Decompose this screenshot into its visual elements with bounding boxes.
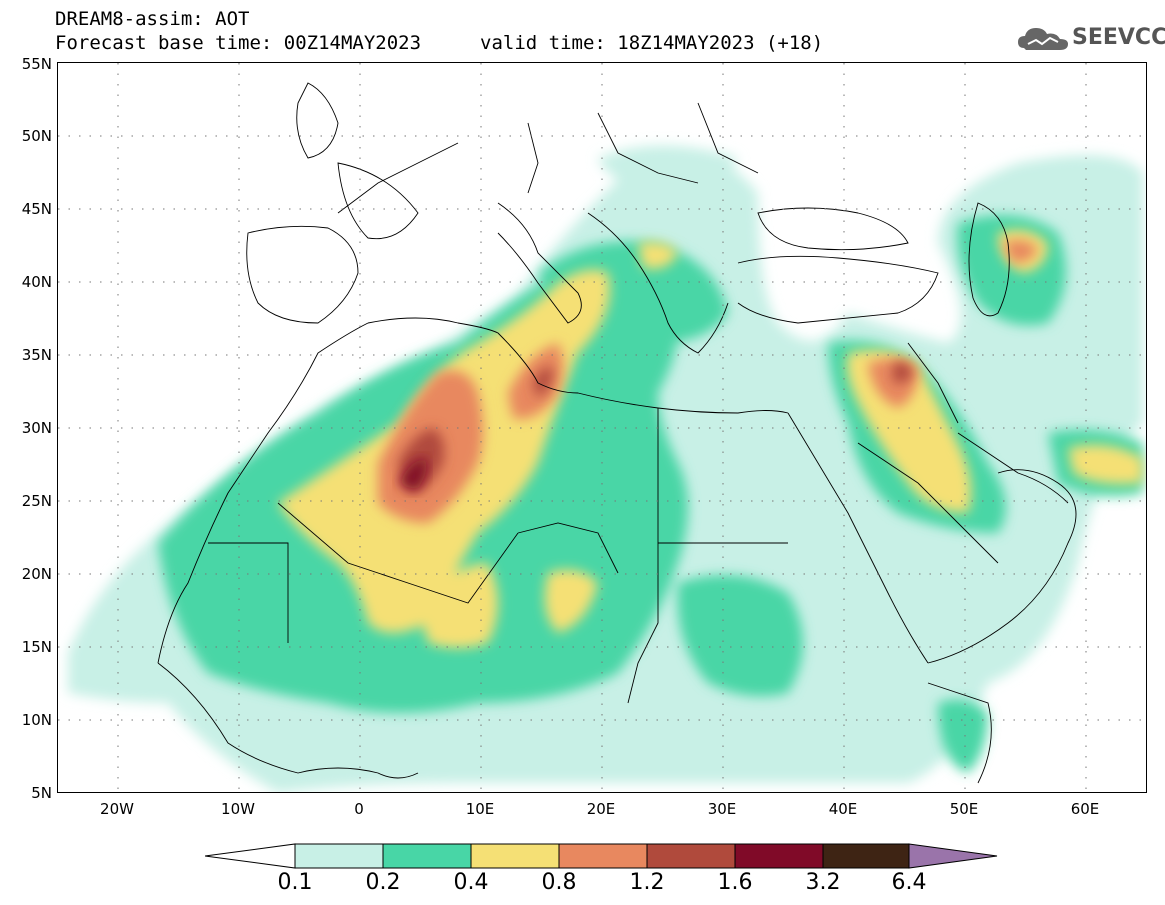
colorbar-label: 0.8 — [541, 870, 577, 895]
italy — [497, 202, 582, 324]
colorbar-label: 1.2 — [629, 870, 665, 895]
x-tick-label: 20W — [100, 800, 134, 818]
graticule — [58, 63, 1146, 792]
colorbar-high-triangle — [908, 843, 998, 869]
y-tick-label: 40N — [21, 273, 52, 291]
x-tick-label: 60E — [1070, 800, 1100, 818]
x-tick-label: 30E — [707, 800, 737, 818]
britain — [296, 82, 339, 159]
aot-level-0.4-chad — [418, 563, 498, 648]
persian-gulf — [957, 432, 1069, 504]
aot-shading-6 — [398, 458, 427, 491]
border-europe-3 — [597, 112, 699, 184]
arabian-coast — [927, 469, 1077, 664]
horn-of-africa — [927, 682, 992, 784]
france — [337, 162, 419, 240]
y-tick-label: 50N — [21, 127, 52, 145]
valid-time: valid time: 18Z14MAY2023 (+18) — [480, 32, 824, 54]
seevccc-logo: SEEVCCC — [1016, 22, 1165, 58]
aot-level-0.4-balkans — [638, 241, 678, 269]
aot-level-0.2-sahel-east — [677, 575, 803, 697]
colorbar-label: 0.1 — [277, 870, 313, 895]
border-europe-1 — [337, 142, 459, 214]
colorbar-label: 1.6 — [717, 870, 753, 895]
y-tick-label: 30N — [21, 419, 52, 437]
border-europe-2 — [527, 122, 539, 194]
logo-text: SEEVCCC — [1072, 25, 1165, 50]
aot-level-1.2-iraq — [893, 361, 913, 384]
y-tick-label: 20N — [21, 565, 52, 583]
y-tick-label: 45N — [21, 200, 52, 218]
gulf-of-guinea-coast — [157, 662, 419, 779]
border-saudi — [857, 442, 999, 564]
colorbar-low-triangle — [205, 843, 296, 869]
x-tick-label: 0 — [354, 800, 364, 818]
turkey — [737, 255, 939, 324]
aot-level-0.1-ukraine — [598, 145, 738, 193]
border-iran-iraq — [907, 342, 959, 424]
colorbar-bin — [470, 843, 560, 869]
cloud-icon — [1018, 28, 1068, 50]
caspian-sea — [968, 202, 1010, 317]
coastlines-and-borders — [157, 82, 1077, 784]
y-tick-label: 25N — [21, 492, 52, 510]
north-africa-coast — [367, 317, 789, 414]
colorbar-bin — [382, 843, 472, 869]
balkans-greece — [587, 212, 729, 354]
map-panel — [57, 62, 1147, 793]
border-europe-4 — [697, 102, 759, 174]
west-africa-coast — [157, 322, 369, 664]
aot-level-0.4-sudan — [544, 569, 598, 633]
map-title: DREAM8-assim: AOT — [55, 8, 250, 30]
x-tick-label: 50E — [949, 800, 979, 818]
aot-level-0.8-caspian — [1003, 239, 1038, 263]
colorbar — [205, 843, 998, 869]
colorbar-label: 6.4 — [891, 870, 927, 895]
border-mali-algeria — [277, 502, 519, 604]
colorbar-bin — [822, 843, 910, 869]
colorbar-bin — [294, 843, 384, 869]
colorbar-bin — [558, 843, 648, 869]
x-tick-label: 20E — [586, 800, 616, 818]
y-tick-label: 10N — [21, 711, 52, 729]
aot-map — [58, 63, 1146, 792]
colorbar-bin — [734, 843, 824, 869]
x-tick-label: 40E — [828, 800, 858, 818]
y-tick-label: 35N — [21, 346, 52, 364]
y-tick-label: 5N — [31, 784, 52, 802]
border-niger-chad — [517, 522, 619, 574]
border-mauritania — [208, 542, 289, 643]
colorbar-label: 0.2 — [365, 870, 401, 895]
colorbar-bin — [646, 843, 736, 869]
colorbar-label: 0.4 — [453, 870, 489, 895]
y-tick-label: 55N — [21, 55, 52, 73]
aot-level-1.2-libya — [533, 367, 553, 398]
y-tick-label: 15N — [21, 638, 52, 656]
aot-level-0.2-horn — [938, 699, 988, 773]
border-chad-sudan — [627, 573, 659, 704]
x-tick-label: 10W — [221, 800, 255, 818]
colorbar-label: 3.2 — [805, 870, 841, 895]
black-sea — [757, 207, 909, 251]
x-tick-label: 10E — [465, 800, 495, 818]
iberia — [246, 225, 359, 324]
red-sea — [787, 412, 929, 664]
forecast-base-time: Forecast base time: 00Z14MAY2023 — [55, 32, 422, 54]
aot-level-0.4-gulf — [1068, 444, 1143, 485]
aot-level-1.6-algeria — [398, 458, 427, 491]
